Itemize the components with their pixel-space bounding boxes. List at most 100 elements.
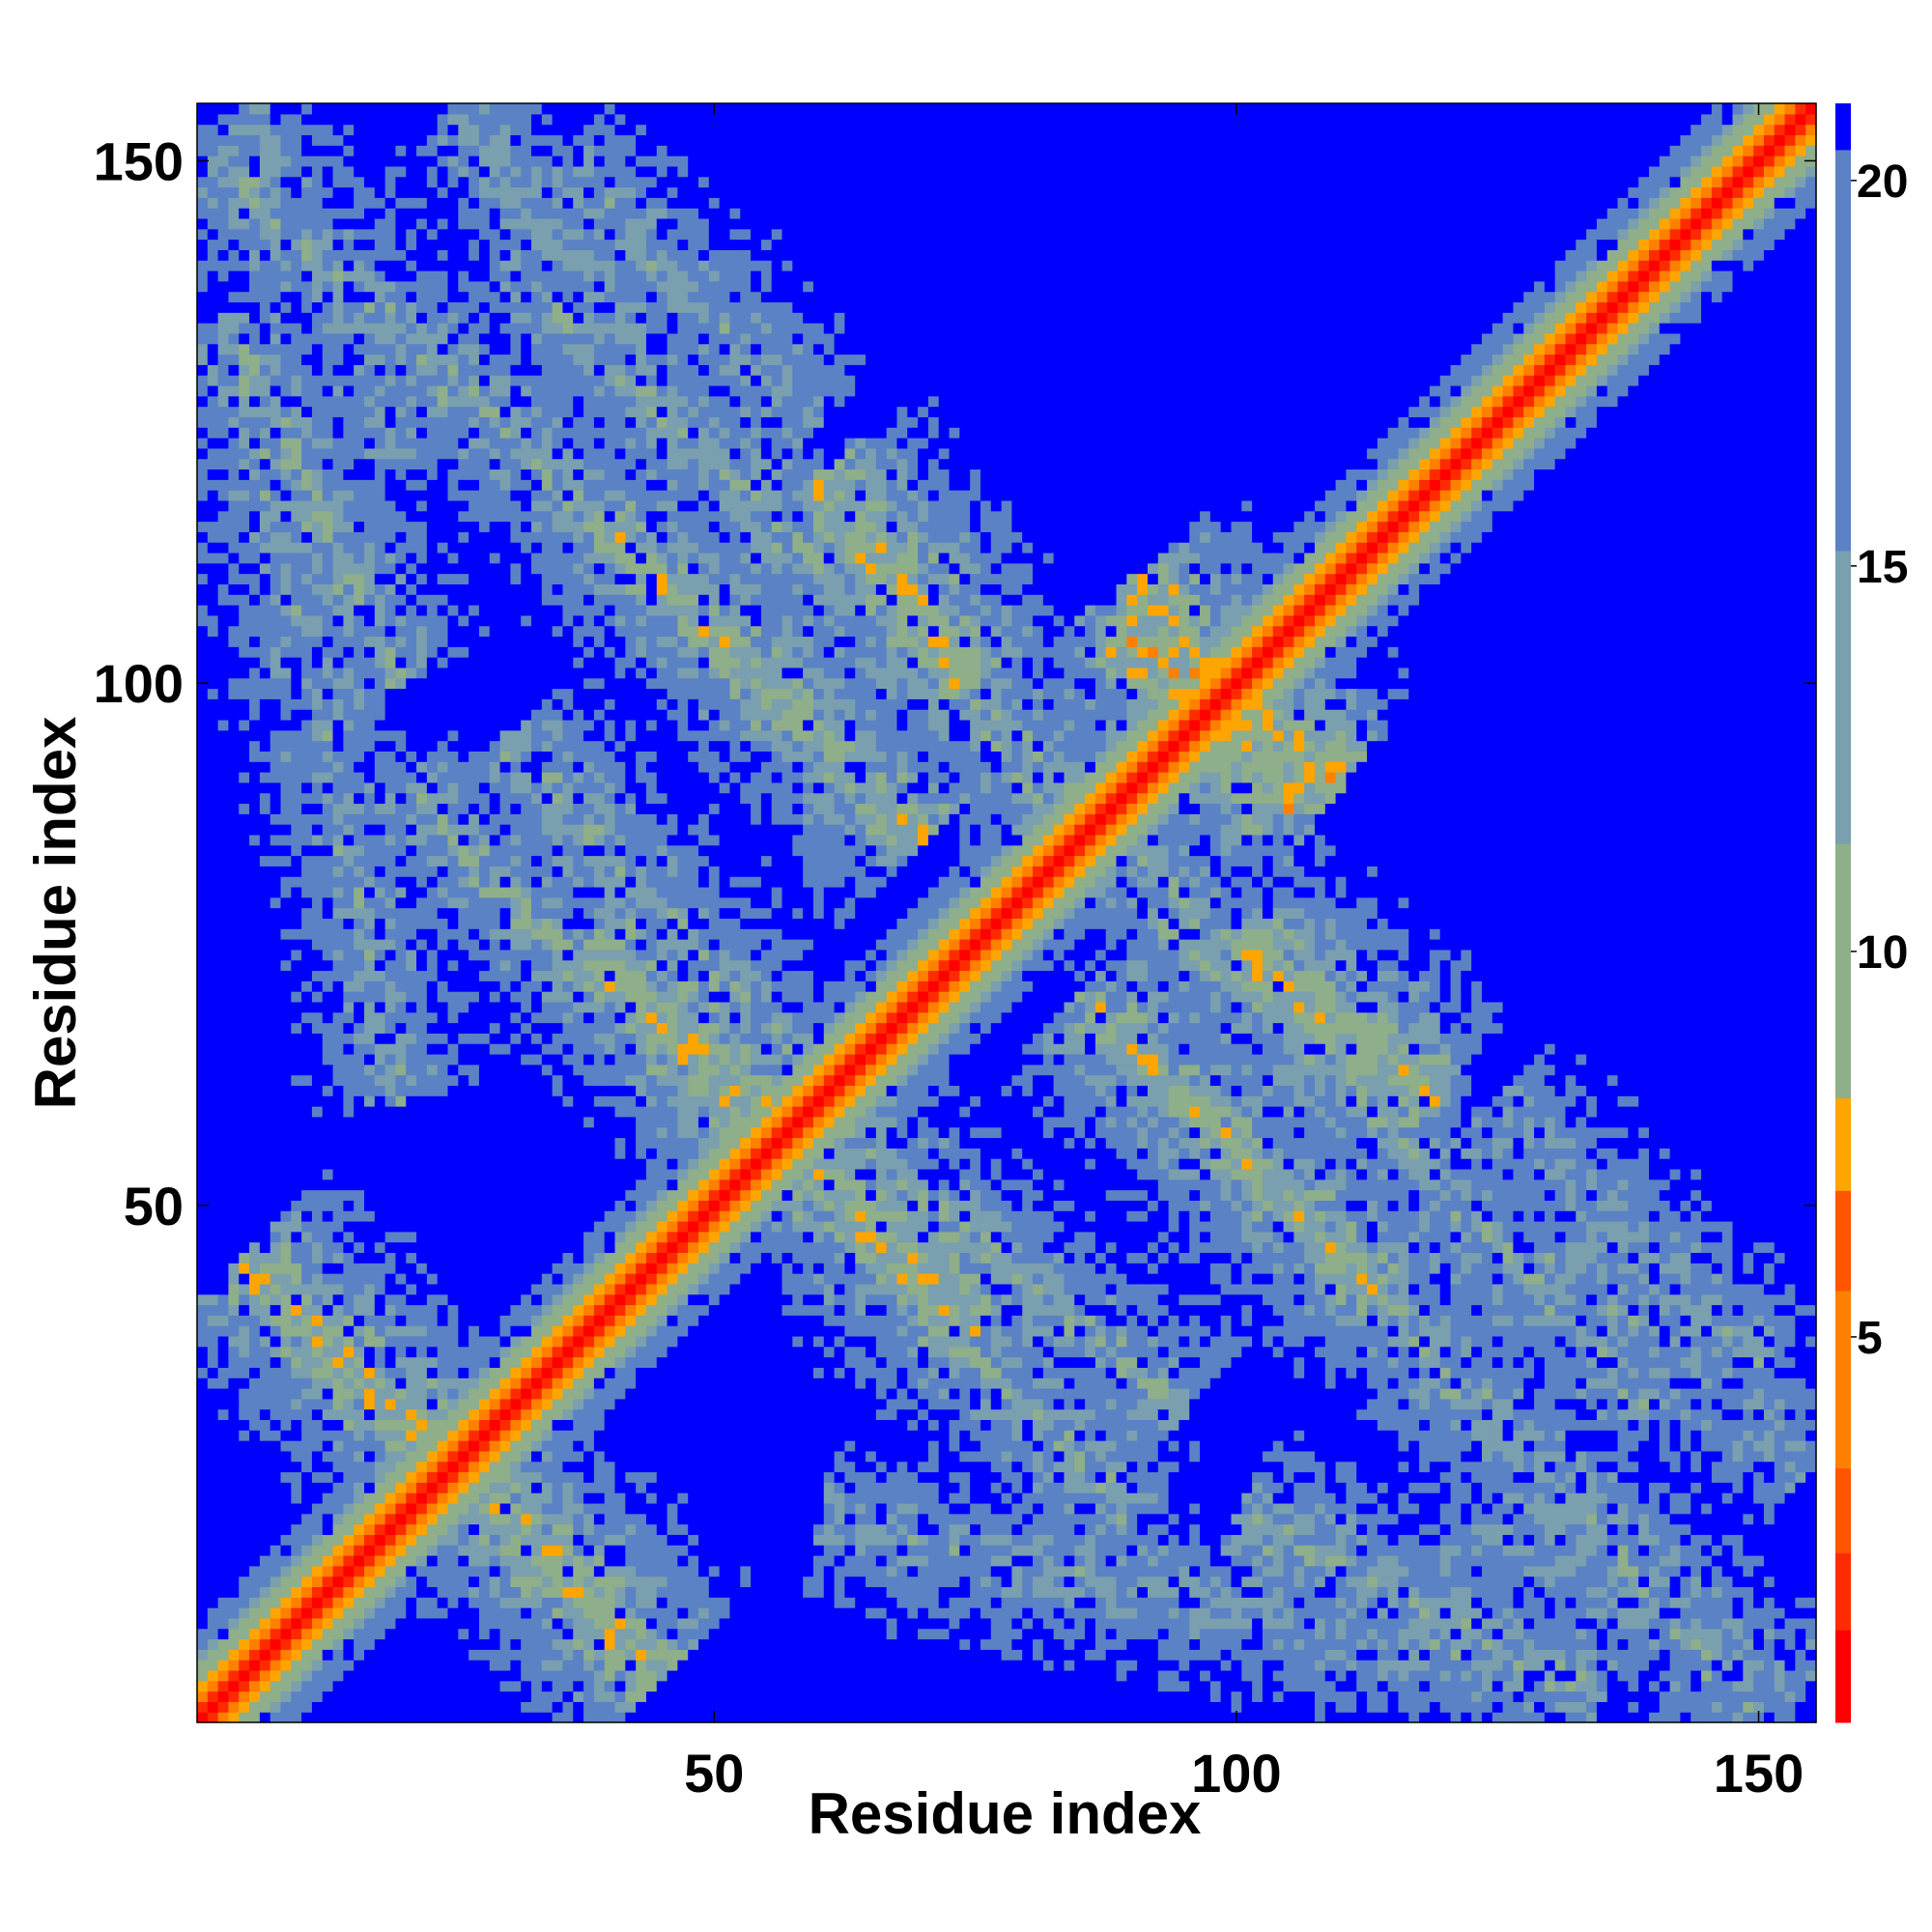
heatmap-cell	[375, 396, 385, 407]
heatmap-cell	[395, 1336, 406, 1347]
heatmap-cell	[343, 1357, 354, 1368]
heatmap-cell	[218, 741, 229, 752]
heatmap-cell	[375, 1054, 385, 1065]
heatmap-cell	[281, 1367, 292, 1378]
heatmap-cell	[323, 897, 333, 908]
heatmap-cell	[406, 1524, 416, 1535]
heatmap-cell	[333, 1095, 344, 1106]
heatmap-cell	[197, 1284, 208, 1294]
heatmap-cell	[291, 1462, 301, 1472]
heatmap-cell	[354, 1169, 364, 1179]
heatmap-cell	[208, 364, 218, 375]
heatmap-cell	[249, 1399, 260, 1409]
heatmap-cell	[208, 292, 218, 302]
heatmap-cell	[479, 229, 490, 240]
heatmap-cell	[375, 1075, 385, 1086]
heatmap-cell	[333, 1409, 344, 1420]
heatmap-cell	[416, 574, 427, 584]
heatmap-cell	[270, 1545, 281, 1555]
heatmap-cell	[197, 1263, 208, 1273]
heatmap-cell	[228, 1691, 239, 1702]
heatmap-cell	[500, 344, 511, 355]
heatmap-cell	[469, 1294, 479, 1305]
heatmap-cell	[228, 960, 239, 971]
heatmap-cell	[438, 1158, 448, 1169]
heatmap-cell	[427, 1210, 438, 1221]
heatmap-cell	[385, 813, 396, 824]
heatmap-cell	[375, 908, 385, 919]
heatmap-cell	[416, 1639, 427, 1650]
heatmap-cell	[343, 500, 354, 511]
heatmap-cell	[521, 939, 531, 950]
heatmap-cell	[208, 1210, 218, 1221]
heatmap-cell	[281, 522, 292, 532]
heatmap-cell	[364, 1304, 375, 1315]
heatmap-cell	[312, 646, 323, 657]
heatmap-cell	[249, 845, 260, 856]
heatmap-cell	[479, 249, 490, 260]
heatmap-cell	[438, 1524, 448, 1535]
heatmap-cell	[469, 125, 479, 135]
heatmap-cell	[479, 698, 490, 709]
heatmap-cell	[416, 1503, 427, 1514]
heatmap-cell	[490, 1566, 500, 1577]
heatmap-cell	[249, 1462, 260, 1472]
heatmap-cell	[469, 1242, 479, 1253]
heatmap-cell	[270, 177, 281, 187]
heatmap-cell	[385, 134, 396, 145]
heatmap-cell	[333, 1701, 344, 1712]
heatmap-cell	[438, 1388, 448, 1399]
heatmap-cell	[343, 292, 354, 302]
heatmap-cell	[218, 438, 229, 448]
heatmap-cell	[239, 574, 249, 584]
heatmap-cell	[260, 741, 270, 752]
heatmap-cell	[490, 156, 500, 166]
heatmap-cell	[427, 1607, 438, 1618]
heatmap-cell	[406, 845, 416, 856]
heatmap-cell	[260, 385, 270, 396]
heatmap-cell	[197, 835, 208, 845]
heatmap-cell	[249, 1023, 260, 1034]
heatmap-cell	[416, 563, 427, 574]
heatmap-cell	[458, 1242, 469, 1253]
heatmap-cell	[448, 103, 459, 114]
heatmap-cell	[395, 459, 406, 469]
heatmap-cell	[260, 887, 270, 897]
heatmap-cell	[395, 553, 406, 563]
heatmap-cell	[333, 270, 344, 281]
heatmap-cell	[208, 511, 218, 522]
heatmap-cell	[490, 1169, 500, 1179]
heatmap-cell	[270, 761, 281, 772]
heatmap-cell	[510, 698, 521, 709]
heatmap-cell	[281, 459, 292, 469]
heatmap-cell	[521, 1514, 531, 1524]
heatmap-cell	[364, 364, 375, 375]
heatmap-cell	[333, 355, 344, 365]
heatmap-cell	[469, 1148, 479, 1158]
heatmap-cell	[406, 856, 416, 867]
heatmap-cell	[385, 605, 396, 615]
heatmap-cell	[260, 1221, 270, 1232]
heatmap-cell	[291, 134, 301, 145]
heatmap-cell	[438, 887, 448, 897]
heatmap-cell	[500, 301, 511, 312]
heatmap-cell	[281, 270, 292, 281]
heatmap-cell	[448, 803, 459, 813]
heatmap-cell	[312, 939, 323, 950]
heatmap-cell	[301, 960, 312, 971]
heatmap-cell	[406, 563, 416, 574]
heatmap-cell	[364, 1357, 375, 1368]
heatmap-cell	[490, 1462, 500, 1472]
heatmap-cell	[239, 1681, 249, 1691]
heatmap-cell	[406, 657, 416, 668]
heatmap-cell	[375, 459, 385, 469]
heatmap-cell	[438, 385, 448, 396]
heatmap-cell	[260, 1566, 270, 1577]
heatmap-cell	[500, 908, 511, 919]
heatmap-cell	[197, 1586, 208, 1597]
heatmap-cell	[260, 698, 270, 709]
heatmap-cell	[385, 1607, 396, 1618]
heatmap-cell	[375, 918, 385, 928]
heatmap-cell	[490, 583, 500, 594]
heatmap-cell	[490, 574, 500, 584]
